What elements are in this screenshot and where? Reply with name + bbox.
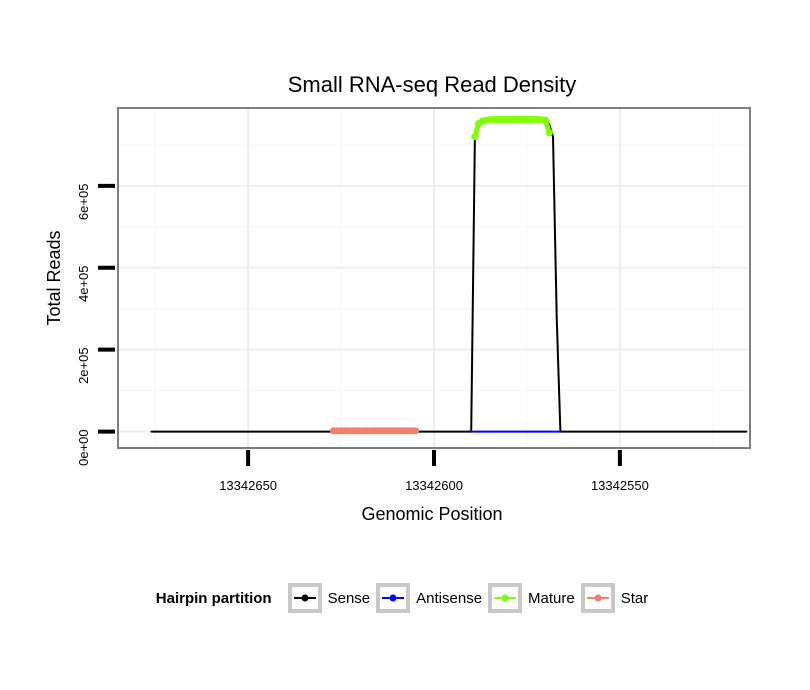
plot-border: [117, 107, 751, 449]
legend-label-sense: Sense: [327, 589, 371, 607]
x-tick-label: 13342600: [405, 478, 463, 493]
data-point-mature: [541, 116, 550, 124]
chart-title: Small RNA-seq Read Density: [288, 72, 577, 97]
y-tick-label: 4e+05: [76, 266, 91, 303]
series-star: [330, 427, 420, 435]
x-axis-title: Genomic Position: [361, 504, 502, 524]
plot-panel: [117, 107, 751, 449]
legend-item-star: Star: [580, 583, 649, 613]
x-tick-label: 13342650: [219, 478, 277, 493]
legend-title: Hairpin partition: [155, 589, 272, 607]
legend-key-sense: [287, 583, 322, 613]
legend-label-star: Star: [620, 589, 649, 607]
legend-key-star: [580, 583, 615, 613]
data-point-mature: [471, 133, 479, 141]
series-layer: [150, 115, 748, 435]
series-mature: [471, 115, 553, 141]
data-point-mature: [545, 128, 553, 137]
legend-item-mature: Mature: [488, 583, 575, 613]
legend-item-antisense: Antisense: [376, 583, 482, 613]
chart: Small RNA-seq Read Density 13342650 13342…: [44, 72, 751, 524]
legend-key-mature: [488, 583, 523, 613]
grid: [118, 108, 750, 448]
legend-key-antisense: [376, 583, 411, 613]
legend: Hairpin partition Sense Antisense Mature…: [0, 578, 810, 618]
legend-label-mature: Mature: [528, 589, 575, 607]
x-tick-label: 13342550: [591, 478, 649, 493]
legend-item-sense: Sense: [287, 583, 371, 613]
y-tick-label: 6e+05: [76, 184, 91, 221]
legend-label-antisense: Antisense: [416, 589, 483, 607]
axes: 13342650 13342600 13342550 0e+00 2e+05 4e+05 6…: [76, 184, 649, 493]
data-point-star: [411, 427, 420, 435]
y-tick-label: 2e+05: [76, 347, 91, 384]
y-tick-label: 0e+00: [76, 429, 91, 466]
y-axis-title: Total Reads: [44, 230, 64, 325]
